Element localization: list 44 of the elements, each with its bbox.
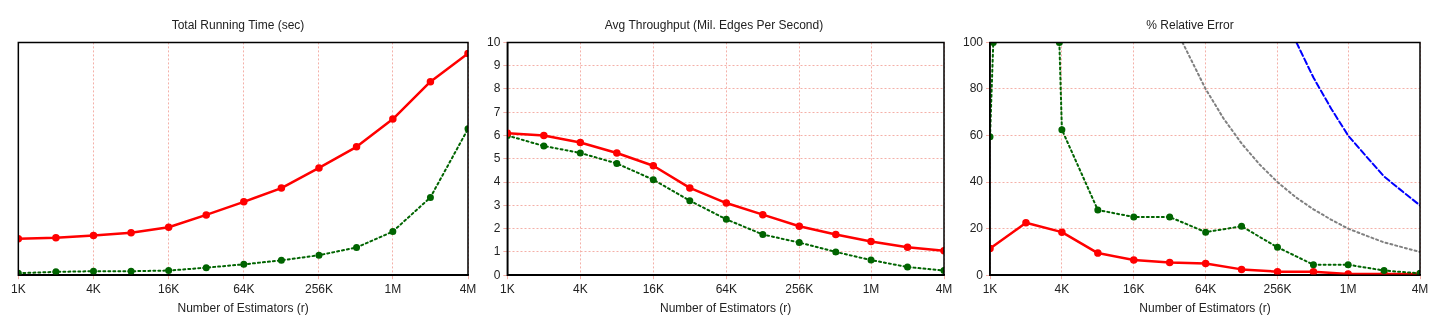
x-tick-label: 4K [572, 281, 588, 296]
y-tick-label: 0 [976, 267, 984, 282]
x-tick-label: 64K [1194, 281, 1217, 296]
x-tick-label: 256K [785, 281, 814, 296]
x-tick-label: 16K [642, 281, 664, 296]
x-tick-label: 1K [11, 281, 26, 296]
y-tick-label: 10 [486, 34, 501, 49]
y-tick-label: 1 [493, 244, 501, 259]
x-tick-label: 4K [86, 281, 101, 296]
y-tick-label: 40 [969, 174, 984, 189]
y-tick-label: 20 [969, 220, 984, 235]
chart-title: % Relative Error [1146, 17, 1234, 32]
x-tick-label: 256K [304, 281, 333, 296]
x-tick-label: 4M [935, 281, 953, 296]
x-tick-label: 1M [862, 281, 880, 296]
y-tick-label: 8 [493, 81, 501, 96]
x-tick-label: 16K [157, 281, 180, 296]
x-axis-title: Number of Estimators (r) [177, 301, 309, 316]
x-axis-title: Number of Estimators (r) [1139, 301, 1271, 316]
x-tick-label: 1M [1339, 281, 1357, 296]
y-tick-label: 3 [493, 197, 501, 212]
x-tick-label: 64K [715, 281, 737, 296]
y-tick-label: 4 [493, 174, 501, 189]
x-tick-label: 4M [1411, 281, 1429, 296]
y-tick-label: 9 [493, 57, 501, 72]
x-tick-label: 4M [459, 281, 477, 296]
chart-title: Avg Throughput (Mil. Edges Per Second) [604, 17, 824, 32]
y-tick-label: 100 [962, 34, 984, 49]
y-tick-label: 80 [969, 81, 984, 96]
x-tick-label: 1K [500, 281, 515, 296]
chart-title: Total Running Time (sec) [171, 17, 305, 32]
x-tick-label: 256K [1263, 281, 1292, 296]
y-tick-label: 60 [969, 127, 984, 142]
x-tick-label: 4K [1054, 281, 1070, 296]
x-axis-title: Number of Estimators (r) [659, 301, 792, 316]
x-tick-label: 1K [982, 281, 998, 296]
y-tick-label: 7 [493, 104, 501, 119]
x-tick-label: 1M [384, 281, 402, 296]
y-tick-label: 5 [493, 151, 501, 166]
x-tick-label: 16K [1123, 281, 1145, 296]
y-tick-label: 2 [493, 220, 501, 235]
y-tick-label: 6 [493, 127, 501, 142]
y-tick-label: 0 [493, 267, 501, 282]
x-tick-label: 64K [233, 281, 255, 296]
